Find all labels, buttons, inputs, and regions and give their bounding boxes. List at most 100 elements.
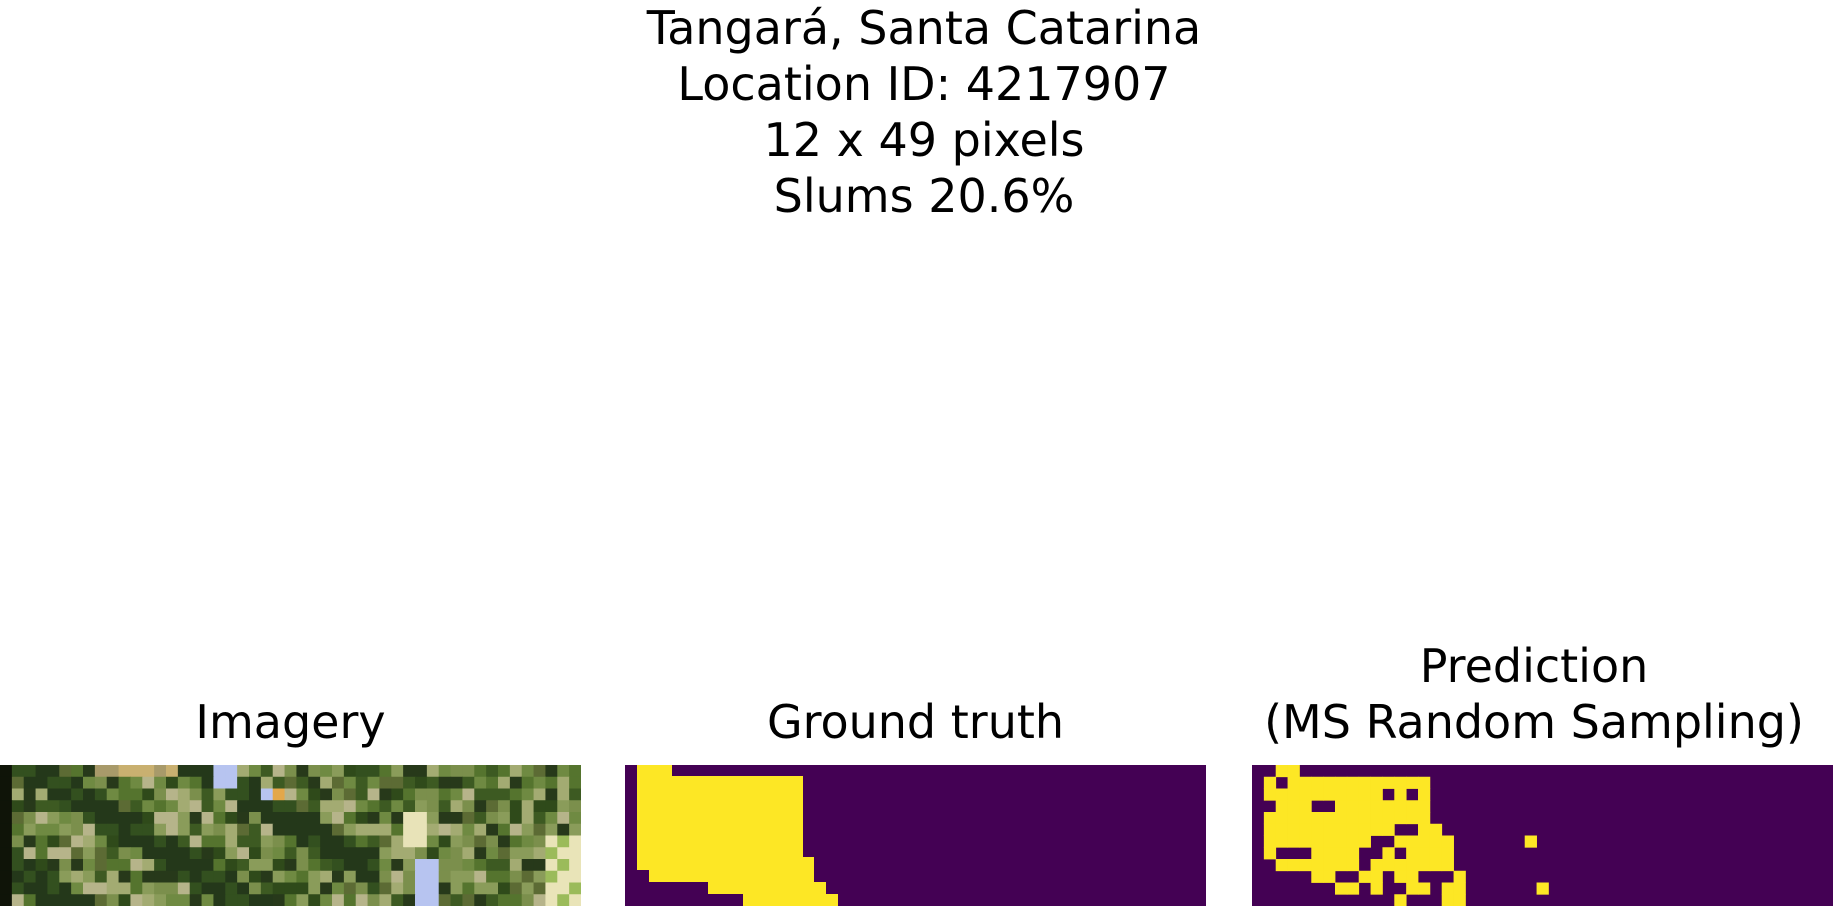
imagery-pixel — [450, 847, 464, 860]
imagery-pixel — [142, 800, 155, 813]
imagery-pixel — [71, 870, 84, 884]
imagery-pixel — [426, 847, 440, 860]
imagery-pixel — [106, 765, 120, 778]
imagery-pixel — [249, 835, 262, 848]
imagery-pixel — [35, 776, 49, 790]
imagery-pixel — [225, 847, 238, 860]
predicted-slum-cell — [1275, 788, 1288, 801]
imagery-pixel — [332, 823, 345, 837]
predicted-slum-cell — [1287, 800, 1300, 813]
imagery-pixel — [130, 776, 143, 790]
predicted-slum-cell — [1287, 776, 1300, 789]
predicted-slum-cell — [1394, 812, 1407, 825]
imagery-pixel — [343, 859, 357, 872]
imagery-pixel — [415, 776, 428, 790]
imagery-pixel — [272, 882, 286, 895]
imagery-pixel — [189, 788, 203, 801]
imagery-pixel — [189, 800, 203, 813]
imagery-pixel — [509, 870, 523, 884]
imagery-pixel — [249, 870, 262, 884]
predicted-slum-cell — [1323, 812, 1336, 825]
imagery-pixel — [11, 870, 25, 884]
imagery-pixel — [154, 812, 167, 825]
imagery-pixel — [343, 847, 357, 860]
imagery-pixel — [23, 894, 37, 906]
imagery-pixel — [438, 882, 452, 895]
imagery-pixel — [118, 776, 132, 790]
imagery-pixel — [11, 812, 25, 825]
imagery-pixel — [509, 823, 523, 837]
imagery-pixel — [118, 788, 132, 801]
imagery-pixel — [59, 870, 72, 884]
imagery-pixel — [450, 894, 464, 906]
imagery-pixel — [569, 788, 581, 801]
imagery-pixel — [118, 812, 132, 825]
imagery-pixel — [533, 882, 547, 895]
imagery-pixel — [11, 823, 25, 837]
imagery-pixel — [462, 812, 475, 825]
imagery-pixel — [533, 765, 547, 778]
imagery-pixel — [142, 894, 155, 906]
imagery-pixel — [320, 894, 333, 906]
imagery-pixel — [249, 882, 262, 895]
imagery-pixel — [486, 776, 499, 790]
predicted-slum-cell — [1299, 788, 1312, 801]
imagery-pixel — [213, 882, 226, 895]
imagery-pixel — [154, 776, 167, 790]
imagery-pixel — [403, 894, 416, 906]
imagery-pixel — [332, 894, 345, 906]
imagery-pixel — [23, 859, 37, 872]
imagery-pixel — [557, 776, 570, 790]
imagery-pixel — [213, 800, 226, 813]
imagery-pixel — [438, 800, 452, 813]
imagery-pixel — [47, 812, 60, 825]
imagery-pixel — [154, 765, 167, 778]
imagery-pixel — [379, 870, 392, 884]
imagery-pixel — [521, 870, 535, 884]
imagery-pixel — [201, 835, 215, 848]
imagery-pixel — [142, 776, 155, 790]
imagery-pixel — [11, 788, 25, 801]
predicted-slum-cell — [1287, 859, 1300, 872]
imagery-pixel — [237, 894, 250, 906]
imagery-pixel — [557, 823, 570, 837]
imagery-pixel — [177, 894, 191, 906]
imagery-pixel — [379, 894, 392, 906]
imagery-pixel — [166, 788, 179, 801]
imagery-pixel — [474, 894, 487, 906]
imagery-pixel — [0, 800, 13, 813]
imagery-pixel — [237, 812, 250, 825]
imagery-pixel — [11, 835, 25, 848]
imagery-pixel — [355, 788, 369, 801]
imagery-pixel — [225, 788, 238, 801]
imagery-pixel — [59, 823, 72, 837]
imagery-pixel — [462, 882, 475, 895]
imagery-pixel — [521, 894, 535, 906]
imagery-pixel — [213, 894, 226, 906]
imagery-pixel — [237, 882, 250, 895]
predicted-slum-cell — [1370, 870, 1383, 883]
predicted-slum-cell — [1346, 800, 1360, 813]
imagery-pixel — [142, 882, 155, 895]
imagery-pixel — [71, 823, 84, 837]
imagery-pixel — [521, 823, 535, 837]
imagery-pixel — [569, 882, 581, 895]
imagery-pixel — [403, 882, 416, 895]
imagery-pixel — [498, 823, 511, 837]
predicted-slum-cell — [1311, 788, 1324, 801]
imagery-pixel — [0, 894, 13, 906]
imagery-pixel — [296, 847, 309, 860]
imagery-pixel — [462, 823, 475, 837]
imagery-pixel — [189, 765, 203, 778]
imagery-pixel — [486, 870, 499, 884]
imagery-pixel — [332, 882, 345, 895]
predicted-slum-cell — [1311, 812, 1324, 825]
imagery-pixel — [498, 894, 511, 906]
imagery-pixel — [521, 800, 535, 813]
predicted-slum-cell — [1358, 776, 1371, 789]
imagery-pixel — [355, 882, 369, 895]
imagery-pixel — [189, 894, 203, 906]
imagery-pixel — [509, 835, 523, 848]
predicted-slum-cell — [1311, 847, 1324, 860]
imagery-pixel — [403, 812, 416, 825]
